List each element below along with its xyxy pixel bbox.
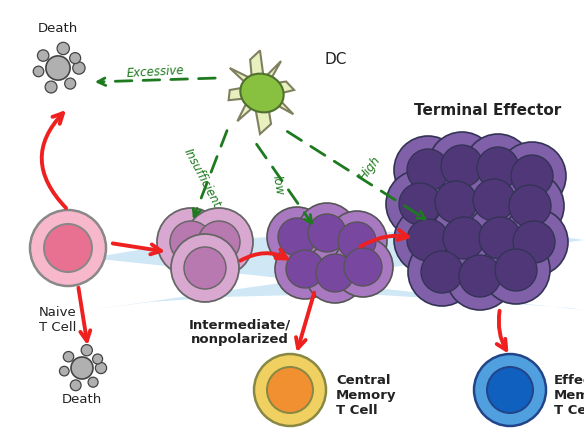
Text: Death: Death — [38, 22, 78, 35]
Circle shape — [399, 183, 441, 225]
Text: Excessive: Excessive — [126, 64, 184, 80]
Circle shape — [495, 249, 537, 291]
Circle shape — [275, 239, 335, 299]
Text: Naive
T Cell: Naive T Cell — [39, 306, 77, 334]
Circle shape — [184, 247, 226, 289]
Circle shape — [386, 170, 454, 238]
Circle shape — [333, 237, 393, 297]
Circle shape — [88, 377, 98, 387]
Circle shape — [428, 132, 496, 200]
Circle shape — [316, 254, 354, 292]
Circle shape — [473, 179, 515, 221]
Circle shape — [446, 242, 514, 310]
Circle shape — [30, 210, 106, 286]
Text: Central
Memory
T Cell: Central Memory T Cell — [336, 374, 397, 417]
Circle shape — [430, 204, 498, 272]
Circle shape — [305, 243, 365, 303]
Circle shape — [93, 354, 103, 364]
Circle shape — [70, 380, 81, 391]
Text: Insufficient: Insufficient — [181, 146, 223, 210]
Circle shape — [496, 172, 564, 240]
Circle shape — [45, 81, 57, 93]
Circle shape — [57, 42, 69, 55]
Circle shape — [46, 56, 70, 80]
Circle shape — [71, 357, 93, 379]
Circle shape — [477, 147, 519, 189]
Circle shape — [482, 236, 550, 304]
Circle shape — [459, 255, 501, 297]
Circle shape — [254, 354, 326, 426]
Circle shape — [344, 248, 382, 286]
Circle shape — [511, 155, 553, 197]
Circle shape — [278, 218, 316, 256]
Circle shape — [408, 238, 476, 306]
Text: DC: DC — [325, 52, 347, 67]
Circle shape — [37, 50, 49, 61]
Circle shape — [464, 134, 532, 202]
Circle shape — [487, 367, 533, 413]
Circle shape — [443, 217, 485, 259]
Circle shape — [474, 354, 546, 426]
Circle shape — [441, 145, 483, 187]
Circle shape — [73, 62, 85, 74]
Circle shape — [498, 142, 566, 210]
Circle shape — [60, 367, 69, 376]
Circle shape — [466, 204, 534, 272]
Circle shape — [509, 185, 551, 227]
Circle shape — [63, 351, 74, 362]
Circle shape — [170, 221, 212, 263]
Circle shape — [308, 214, 346, 252]
Polygon shape — [228, 51, 294, 134]
Circle shape — [479, 217, 521, 259]
Circle shape — [394, 206, 462, 274]
Circle shape — [286, 250, 324, 288]
Circle shape — [69, 53, 81, 63]
Circle shape — [435, 181, 477, 223]
Circle shape — [327, 211, 387, 271]
Circle shape — [513, 221, 555, 263]
Circle shape — [267, 207, 327, 267]
Circle shape — [407, 219, 449, 261]
Circle shape — [394, 136, 462, 204]
Polygon shape — [90, 230, 584, 310]
Circle shape — [65, 78, 76, 89]
Circle shape — [33, 66, 44, 77]
Circle shape — [44, 224, 92, 272]
Circle shape — [157, 208, 225, 276]
Circle shape — [267, 367, 313, 413]
Circle shape — [407, 149, 449, 191]
Circle shape — [421, 251, 463, 293]
Text: low: low — [270, 174, 286, 196]
Circle shape — [95, 363, 107, 374]
Circle shape — [338, 222, 376, 260]
Text: Intermediate/
nonpolarized: Intermediate/ nonpolarized — [189, 318, 291, 346]
Circle shape — [185, 208, 253, 276]
Circle shape — [422, 168, 490, 236]
Circle shape — [500, 208, 568, 276]
Circle shape — [198, 221, 240, 263]
Circle shape — [460, 166, 528, 234]
Text: Death: Death — [62, 393, 102, 406]
Text: High: High — [356, 153, 384, 183]
Ellipse shape — [241, 74, 284, 112]
Circle shape — [171, 234, 239, 302]
Circle shape — [297, 203, 357, 263]
Circle shape — [81, 345, 92, 356]
Text: Effector
Memory
T Cell: Effector Memory T Cell — [554, 374, 584, 417]
Text: Terminal Effector: Terminal Effector — [415, 103, 562, 118]
